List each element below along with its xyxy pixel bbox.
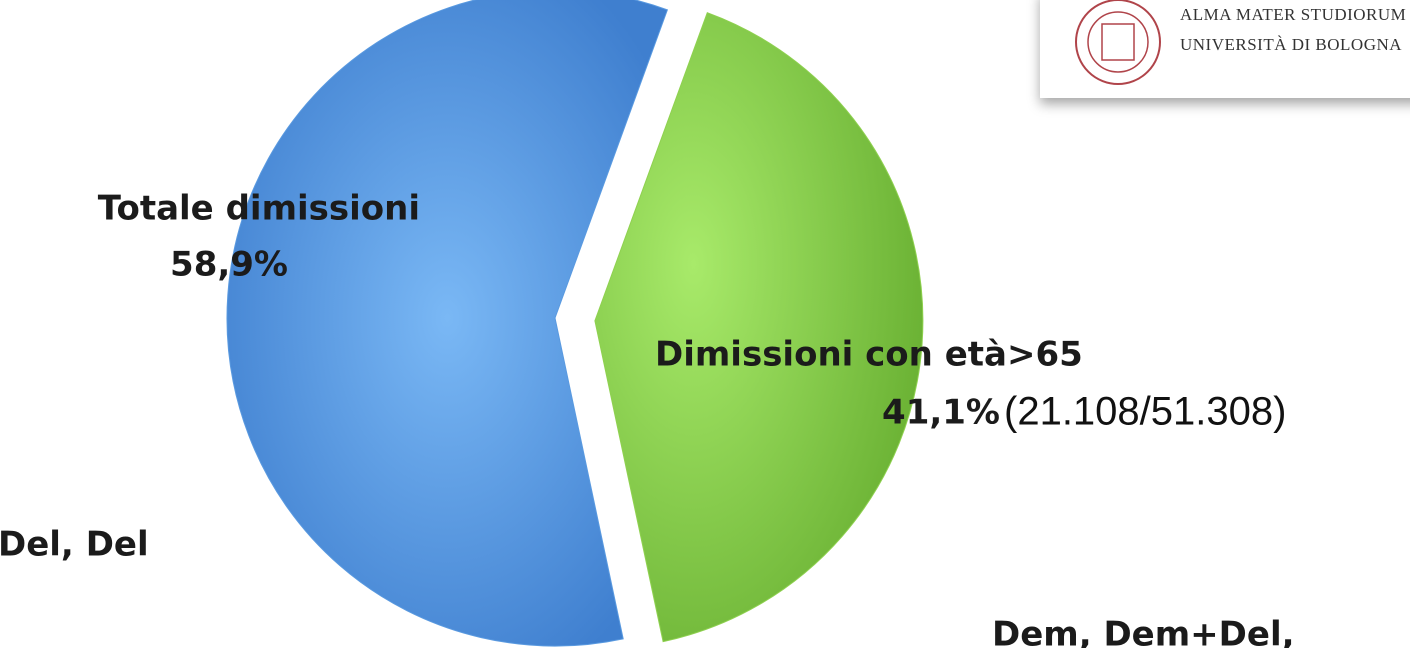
logo-text: ALMA MATER STUDIORUM: [1180, 5, 1406, 24]
seal: [1087, 11, 1149, 73]
logo: ALMA MATER STUDIORUM UNIVERSITÀ DI BOLOG…: [1040, 0, 1410, 98]
slice-label: Totale dimissioni: [98, 189, 420, 229]
seal: [1101, 23, 1135, 61]
pie: [226, 0, 924, 647]
annotation: (21.108/51.308): [1004, 390, 1286, 434]
pie-slice: [226, 0, 669, 647]
slice-label: Dimissioni con età>65: [655, 335, 1083, 375]
annotation: Dem, Dem+Del,: [992, 615, 1295, 648]
value-label: 41,1%: [882, 393, 1000, 433]
value-label: 58,9%: [170, 245, 288, 285]
annotation: Del, Del: [0, 525, 149, 565]
seal: [1075, 0, 1161, 85]
logo-text: UNIVERSITÀ DI BOLOGNA: [1180, 35, 1402, 54]
pie-slice: [594, 12, 924, 643]
